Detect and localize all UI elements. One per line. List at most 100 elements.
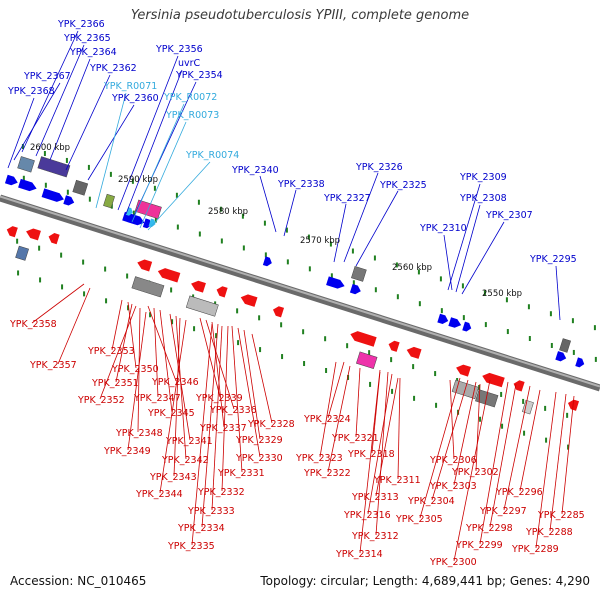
scale-tick — [412, 364, 415, 370]
feature-tracks — [4, 156, 585, 415]
scale-tick — [500, 391, 503, 397]
reverse-gene-label: YPK_2335 — [167, 541, 215, 552]
gene-labels: YPK_2366 YPK_2365 YPK_2364 YPK_2367 YPK_2362… — [7, 19, 585, 568]
forward-gene-label: YPK_2362 — [89, 63, 137, 74]
reverse-gene-label: YPK_2318 — [347, 449, 395, 460]
forward-gene-label: YPK_2295 — [529, 254, 577, 265]
feature-box — [15, 245, 30, 261]
scale-tick — [39, 277, 42, 283]
scale-tick — [461, 283, 464, 289]
scale-tick — [483, 290, 486, 296]
scale-tick — [545, 437, 548, 443]
scale-tick — [61, 284, 64, 290]
reverse-gene-label: YPK_2348 — [115, 428, 163, 439]
leader-line — [211, 325, 223, 511]
leader-line — [13, 82, 61, 161]
rna-gene-label: YPK_R0071 — [103, 81, 157, 92]
scale-tick — [104, 266, 107, 272]
leader-line — [555, 265, 561, 321]
scale-tick — [236, 308, 239, 314]
scale-tick — [308, 266, 311, 272]
feature-box — [356, 351, 378, 370]
forward-gene-label: YPK_2326 — [355, 162, 403, 173]
scale-tick — [237, 340, 240, 346]
reverse-gene-arrow — [272, 306, 285, 318]
reverse-gene-label: YPK_2333 — [187, 506, 235, 517]
reverse-gene-label: YPK_2302 — [451, 467, 499, 478]
reverse-gene-label: YPK_2347 — [133, 393, 181, 404]
ruler-labels: 2600 kbp 2590 kbp 2580 kbp 2570 kbp 2560 kbp… — [30, 143, 522, 299]
scale-tick — [259, 347, 262, 353]
scale-tick — [329, 241, 332, 247]
scale-tick — [87, 164, 90, 170]
scale-tick — [324, 336, 327, 342]
reverse-gene-label: YPK_2321 — [331, 433, 379, 444]
scale-tick — [60, 252, 63, 258]
leader-line — [375, 377, 399, 497]
scale-tick — [127, 305, 130, 311]
reverse-gene-label: YPK_2353 — [87, 346, 135, 357]
leader-line — [95, 92, 127, 209]
leader-line — [159, 309, 173, 413]
leader-line — [283, 189, 297, 237]
scale-tick — [131, 178, 134, 184]
feature-box — [559, 338, 571, 353]
leader-line — [191, 323, 213, 546]
scale-tick — [479, 416, 482, 422]
scale-tick — [105, 298, 108, 304]
scale-tick — [368, 350, 371, 356]
scale-tick — [572, 349, 575, 355]
leader-line — [35, 44, 85, 157]
leader-line — [153, 307, 159, 398]
ruler-label: 2600 kbp — [30, 143, 70, 153]
leader-line — [431, 379, 469, 501]
reverse-gene-label: YPK_2330 — [235, 453, 283, 464]
leader-line — [7, 97, 35, 169]
ruler-label: 2550 kbp — [482, 289, 522, 299]
leader-line — [449, 379, 455, 460]
feature-box — [131, 276, 165, 298]
scale-tick — [264, 252, 267, 258]
scale-tick — [43, 150, 46, 156]
reverse-gene-arrow — [482, 372, 505, 388]
ruler-label: 2560 kbp — [392, 263, 432, 273]
scale-tick — [197, 199, 200, 205]
reverse-gene-arrow — [406, 346, 422, 359]
reverse-gene-arrow — [137, 259, 153, 272]
scale-tick — [219, 206, 222, 212]
forward-gene-arrow — [63, 195, 75, 206]
reverse-gene-label: YPK_2305 — [395, 514, 443, 525]
scale-tick — [38, 245, 41, 251]
scale-tick — [346, 343, 349, 349]
leader-line — [201, 323, 219, 528]
scale-tick — [16, 238, 19, 244]
topology-label: Topology: circular; Length: 4,689,441 bp… — [260, 574, 590, 588]
reverse-gene-label: YPK_2339 — [195, 393, 243, 404]
scale-tick — [285, 227, 288, 233]
leader-line — [519, 389, 541, 492]
feature-box — [37, 156, 71, 178]
leader-line — [453, 379, 491, 562]
feature-box — [72, 179, 89, 196]
reverse-gene-arrow — [6, 226, 18, 238]
leader-line — [159, 319, 187, 494]
scale-tick — [417, 269, 420, 275]
reverse-gene-label: YPK_2357 — [29, 360, 77, 371]
leader-line — [127, 311, 147, 451]
reverse-gene-label: YPK_2350 — [111, 364, 159, 375]
leader-line — [139, 121, 187, 229]
reverse-gene-label: YPK_2342 — [161, 455, 209, 466]
reverse-gene-label: YPK_2328 — [247, 419, 295, 430]
reverse-gene-label: YPK_2332 — [197, 487, 245, 498]
scale-tick — [126, 273, 129, 279]
scale-tick — [325, 367, 328, 373]
forward-gene-arrow — [4, 174, 18, 186]
forward-gene-label: YPK_2368 — [7, 86, 55, 97]
leader-line — [355, 367, 361, 438]
scale-tick — [484, 322, 487, 328]
forward-gene-label: YPK_2308 — [459, 193, 507, 204]
rna-gene-arrow — [125, 207, 133, 216]
scale-tick — [418, 301, 421, 307]
reverse-gene-label: YPK_2289 — [511, 544, 559, 555]
scale-tick — [369, 381, 372, 387]
